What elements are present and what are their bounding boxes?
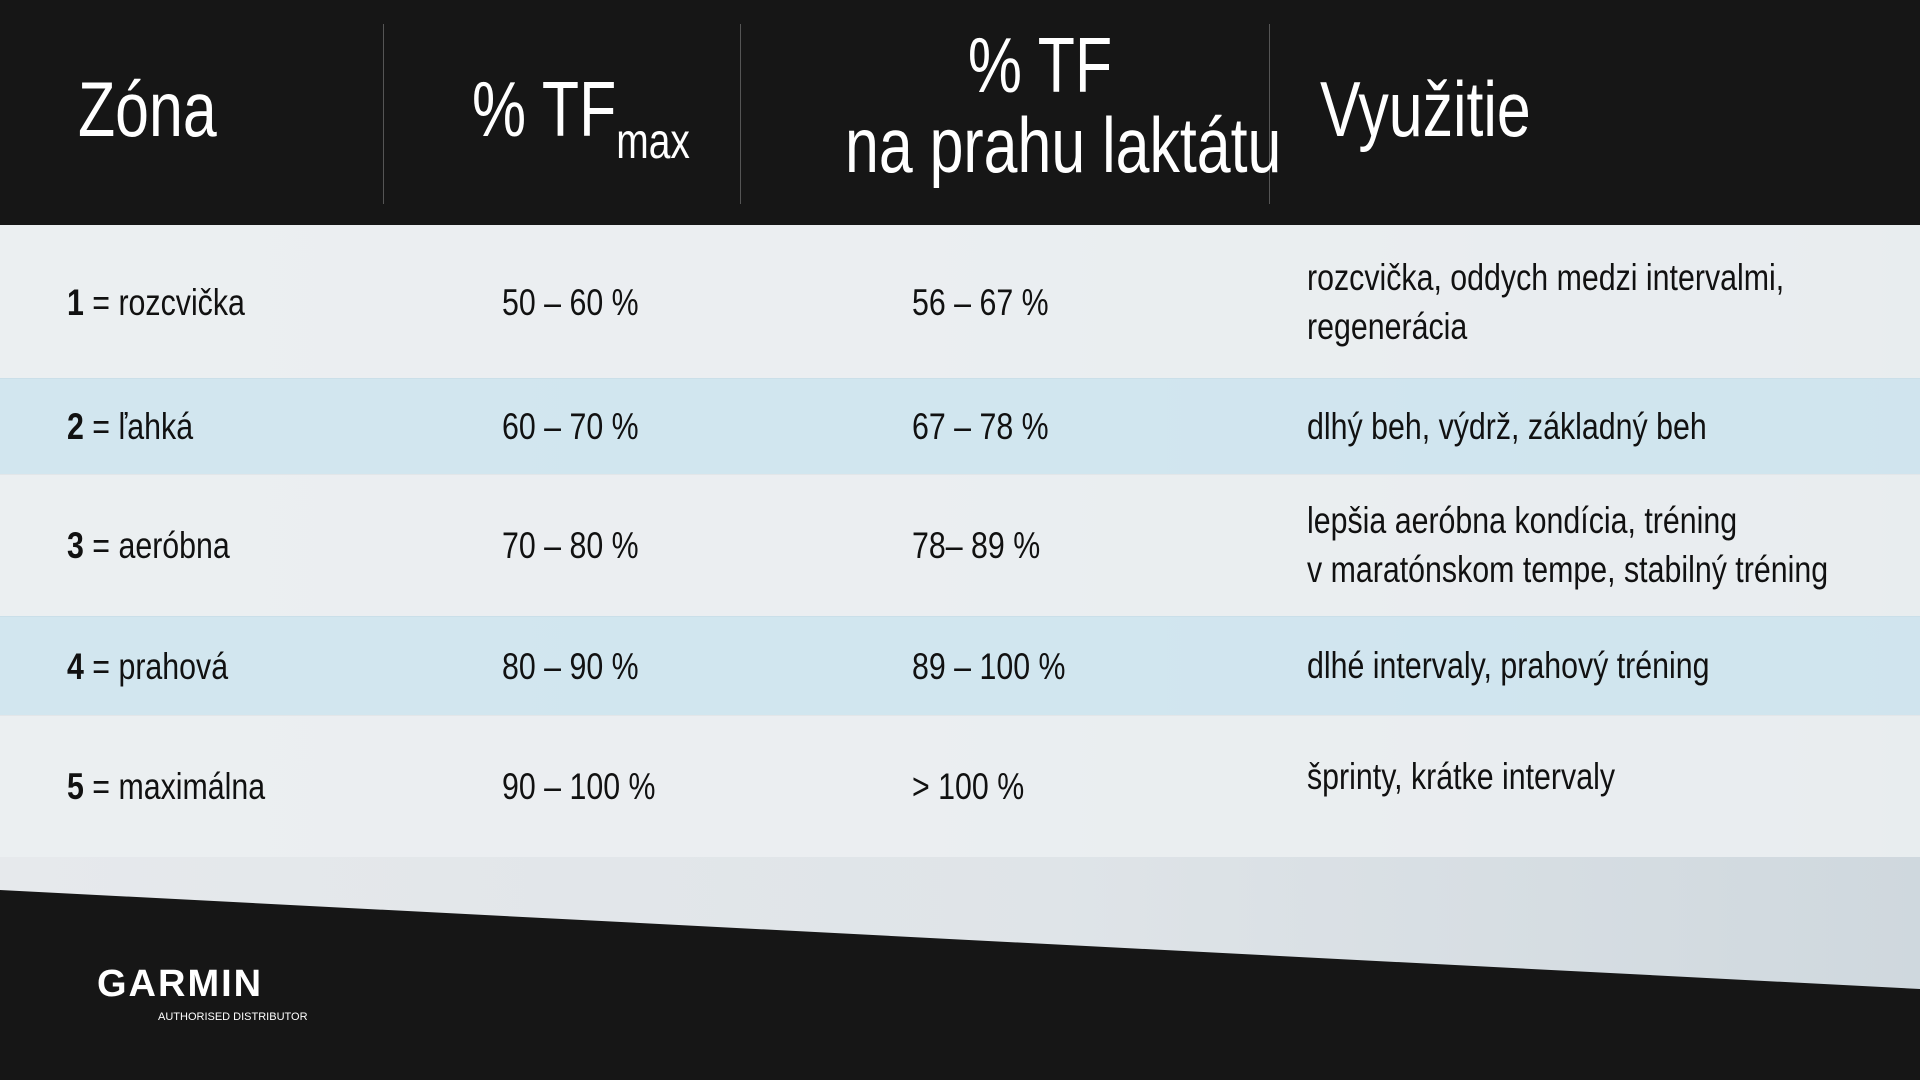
table-row: 3 = aeróbna 70 – 80 % 78– 89 % lepšia aerób…	[0, 474, 1920, 617]
zone-name: = rozcvička	[92, 281, 245, 323]
header-lactate: % TF na prahu laktátu	[845, 21, 1282, 189]
use-line: regenerácia	[1307, 305, 1468, 347]
zone-cell: 3 = aeróbna	[67, 521, 230, 570]
header-tfmax-sub: max	[616, 113, 690, 169]
use-cell: dlhé intervaly, prahový tréning	[1307, 641, 1710, 690]
tfmax-cell: 60 – 70 %	[502, 406, 639, 447]
divider	[1269, 24, 1270, 204]
lactate-cell: 56 – 67 %	[912, 281, 1049, 323]
zone-cell: 2 = ľahká	[67, 402, 193, 451]
header-lactate-line1: % TF	[967, 21, 1113, 109]
divider	[383, 24, 384, 204]
table-row: 1 = rozcvička 50 – 60 % 56 – 67 % rozcvička…	[0, 225, 1920, 379]
lactate-cell: 78– 89 %	[912, 525, 1041, 566]
header-tfmax: % TFmax	[472, 70, 690, 166]
header-lactate-line2: na prahu laktátu	[845, 101, 1282, 189]
table-row: 2 = ľahká 60 – 70 % 67 – 78 % dlhý beh, výd…	[0, 378, 1920, 475]
use-line: dlhé intervaly, prahový tréning	[1307, 645, 1710, 686]
table-row: 5 = maximálna 90 – 100 % > 100 % šprinty, k…	[0, 715, 1920, 857]
use-line: v maratónskom tempe, stabilný tréning	[1307, 549, 1829, 590]
use-line: lepšia aeróbna kondícia, tréning	[1307, 500, 1738, 541]
header-tfmax-main: % TF	[472, 65, 617, 153]
use-cell: lepšia aeróbna kondícia, tréning v marató…	[1307, 496, 1828, 594]
use-cell: dlhý beh, výdrž, základný beh	[1307, 402, 1707, 451]
zone-name: = prahová	[92, 645, 229, 687]
zone-number: 1	[67, 281, 84, 323]
use-line: rozcvička, oddych medzi intervalmi,	[1307, 256, 1785, 298]
brand: GARMIN	[97, 963, 263, 1005]
zone-cell: 1 = rozcvička	[67, 278, 245, 327]
header-zone: Zóna	[78, 65, 217, 153]
zone-name: = maximálna	[92, 766, 266, 807]
zone-cell: 4 = prahová	[67, 642, 228, 691]
zone-cell: 5 = maximálna	[67, 762, 265, 811]
use-line: dlhý beh, výdrž, základný beh	[1307, 405, 1707, 447]
lactate-cell: > 100 %	[912, 766, 1025, 807]
tfmax-cell: 70 – 80 %	[502, 525, 639, 566]
zone-number: 2	[67, 406, 84, 447]
tfmax-cell: 90 – 100 %	[502, 766, 656, 807]
footer-band	[0, 890, 1920, 1080]
zone-number: 3	[67, 525, 84, 566]
use-cell: šprinty, krátke intervaly	[1307, 752, 1615, 801]
zone-name: = ľahká	[92, 406, 194, 447]
zone-number: 4	[67, 645, 84, 687]
zone-number: 5	[67, 766, 84, 807]
tagline: AUTHORISED DISTRIBUTOR	[158, 1011, 308, 1023]
table-row: 4 = prahová 80 – 90 % 89 – 100 % dlhé inter…	[0, 616, 1920, 716]
header: Zóna % TFmax % TF na prahu laktátu Využit…	[0, 0, 1920, 225]
tfmax-cell: 80 – 90 %	[502, 645, 639, 687]
zone-name: = aeróbna	[92, 525, 230, 566]
use-line: šprinty, krátke intervaly	[1307, 755, 1615, 797]
lactate-cell: 67 – 78 %	[912, 406, 1049, 447]
lactate-cell: 89 – 100 %	[912, 645, 1066, 687]
use-cell: rozcvička, oddych medzi intervalmi, regen…	[1307, 253, 1784, 351]
divider	[740, 24, 741, 204]
tfmax-cell: 50 – 60 %	[502, 281, 639, 323]
header-use: Využitie	[1320, 65, 1531, 153]
